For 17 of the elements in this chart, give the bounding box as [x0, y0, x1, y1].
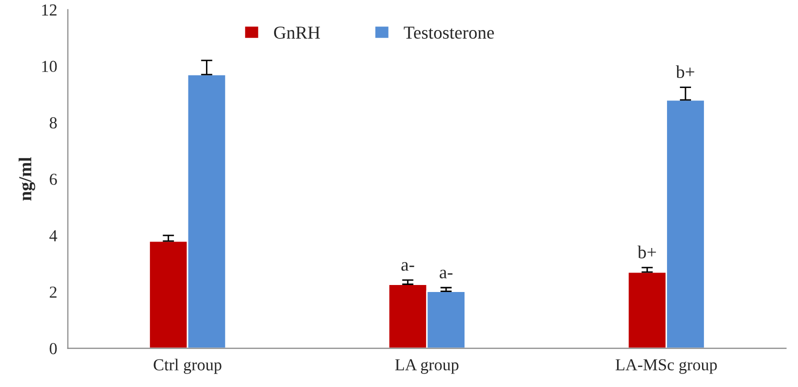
y-tick-label: 12 — [42, 4, 56, 16]
y-tick-label: 2 — [50, 286, 56, 298]
legend-label: Testosterone — [404, 26, 494, 39]
y-tick-label: 10 — [42, 60, 57, 72]
legend-label: GnRH — [274, 26, 320, 39]
annotation: b+ — [638, 246, 656, 258]
y-axis-title: ng/ml — [18, 157, 36, 201]
y-tick-label: 8 — [50, 117, 57, 128]
x-tick-label: Ctrl group — [154, 358, 222, 374]
annotation: a- — [440, 270, 452, 278]
y-tick-label: 0 — [50, 343, 57, 354]
x-tick-label: LA-MSc group — [616, 359, 717, 374]
annotation: a- — [401, 262, 414, 271]
y-tick-label: 4 — [49, 230, 58, 242]
y-tick-label: 6 — [50, 174, 57, 185]
annotation: b+ — [676, 65, 694, 78]
x-tick-label: LA group — [395, 359, 458, 374]
